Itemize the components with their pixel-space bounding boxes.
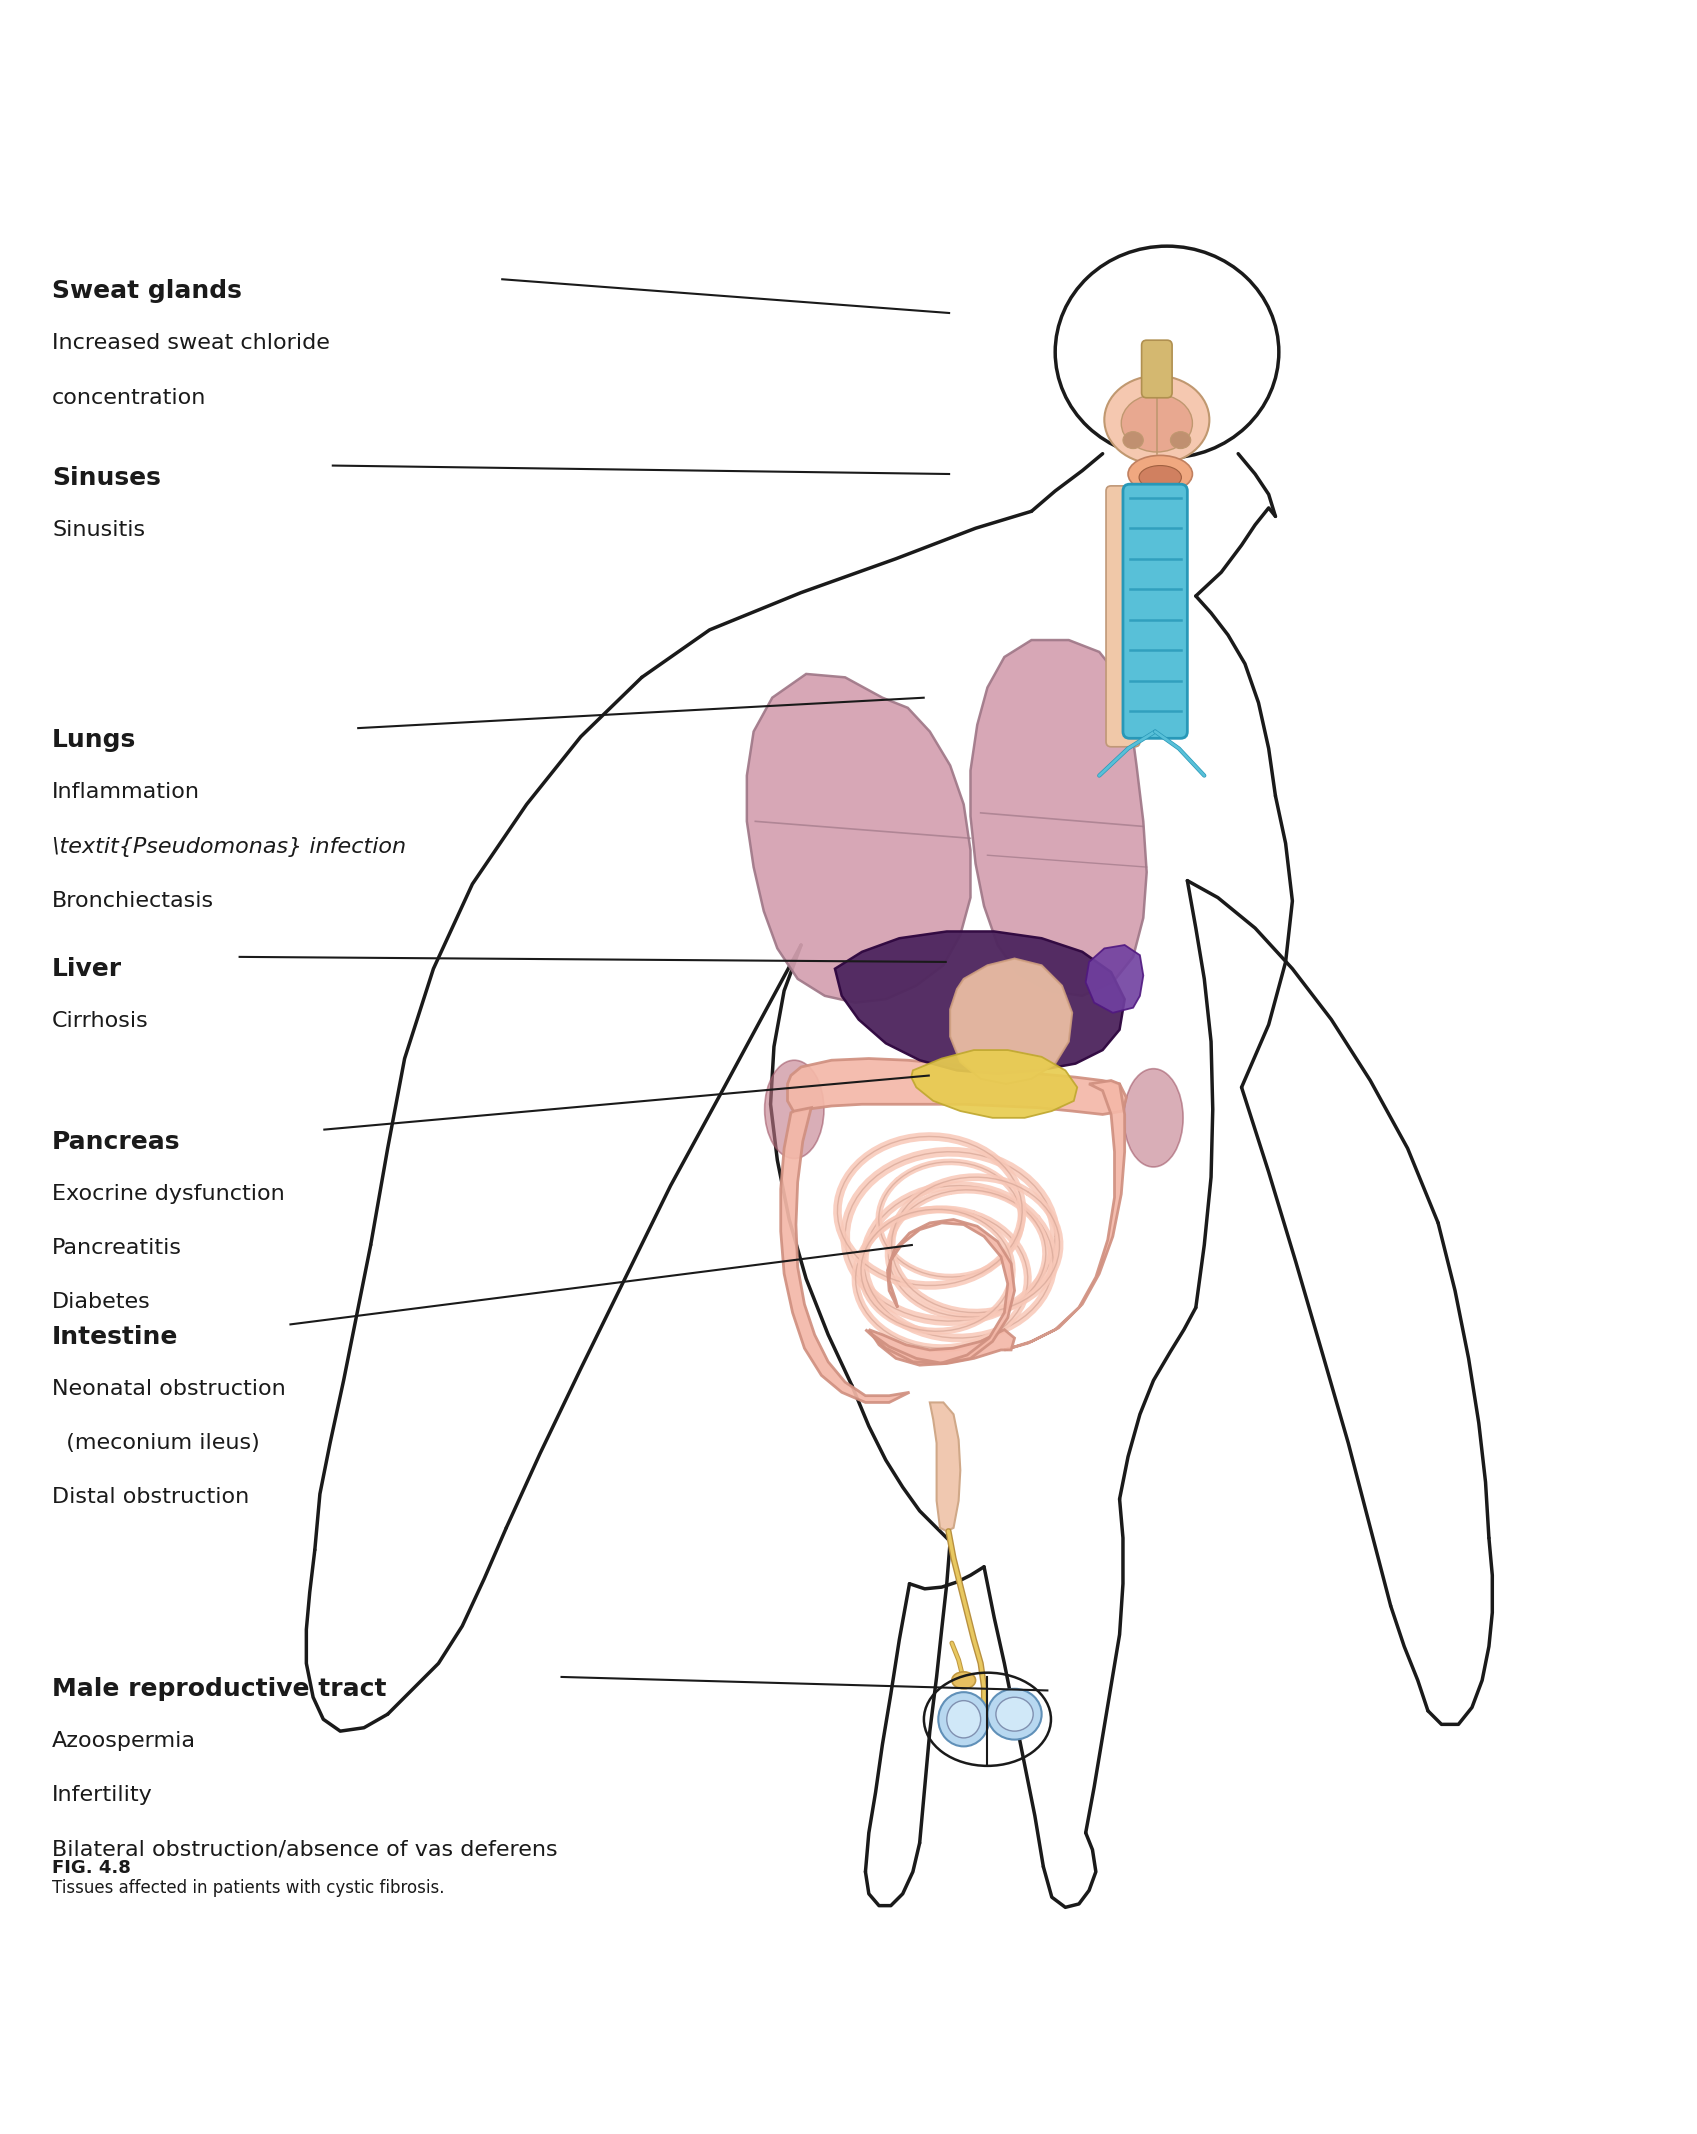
Text: Pancreatitis: Pancreatitis bbox=[53, 1238, 182, 1259]
Text: Tissues affected in patients with cystic fibrosis.: Tissues affected in patients with cystic… bbox=[53, 1880, 445, 1897]
Polygon shape bbox=[930, 1402, 961, 1532]
Ellipse shape bbox=[988, 1688, 1042, 1739]
Text: Sinusitis: Sinusitis bbox=[53, 521, 146, 540]
FancyBboxPatch shape bbox=[1142, 339, 1173, 397]
Polygon shape bbox=[1086, 945, 1144, 1014]
Text: Neonatal obstruction: Neonatal obstruction bbox=[53, 1379, 287, 1398]
Text: Cirrhosis: Cirrhosis bbox=[53, 1012, 149, 1031]
Text: Sinuses: Sinuses bbox=[53, 465, 161, 489]
Ellipse shape bbox=[1105, 376, 1210, 463]
Ellipse shape bbox=[947, 1701, 981, 1737]
Text: Azoospermia: Azoospermia bbox=[53, 1731, 197, 1752]
Polygon shape bbox=[781, 1108, 910, 1402]
Ellipse shape bbox=[1171, 431, 1191, 448]
Ellipse shape bbox=[1123, 431, 1144, 448]
Text: \textit{Pseudomonas} infection: \textit{Pseudomonas} infection bbox=[53, 837, 406, 856]
Polygon shape bbox=[911, 1050, 1078, 1118]
Ellipse shape bbox=[996, 1697, 1033, 1731]
FancyBboxPatch shape bbox=[1123, 484, 1188, 738]
Text: (meconium ileus): (meconium ileus) bbox=[53, 1432, 260, 1453]
Ellipse shape bbox=[1129, 455, 1193, 493]
Polygon shape bbox=[835, 930, 1125, 1073]
Polygon shape bbox=[869, 1329, 1015, 1366]
Text: Bronchiectasis: Bronchiectasis bbox=[53, 890, 214, 911]
Text: Increased sweat chloride: Increased sweat chloride bbox=[53, 333, 331, 354]
Text: Inflammation: Inflammation bbox=[53, 783, 200, 802]
Text: Bilateral obstruction/absence of vas deferens: Bilateral obstruction/absence of vas def… bbox=[53, 1840, 558, 1859]
Text: Distal obstruction: Distal obstruction bbox=[53, 1487, 249, 1507]
Ellipse shape bbox=[1123, 1069, 1183, 1167]
Ellipse shape bbox=[952, 1671, 976, 1688]
Text: Liver: Liver bbox=[53, 956, 122, 982]
Text: Exocrine dysfunction: Exocrine dysfunction bbox=[53, 1184, 285, 1204]
Polygon shape bbox=[865, 1219, 1015, 1364]
Ellipse shape bbox=[765, 1061, 825, 1159]
Text: Intestine: Intestine bbox=[53, 1325, 178, 1349]
Polygon shape bbox=[950, 958, 1073, 1084]
Text: Lungs: Lungs bbox=[53, 728, 136, 751]
Polygon shape bbox=[787, 1058, 1127, 1114]
Text: concentration: concentration bbox=[53, 388, 207, 408]
FancyBboxPatch shape bbox=[1106, 487, 1140, 747]
Text: Sweat glands: Sweat glands bbox=[53, 280, 243, 303]
Polygon shape bbox=[747, 674, 971, 1003]
Ellipse shape bbox=[938, 1692, 989, 1746]
Text: Infertility: Infertility bbox=[53, 1786, 153, 1805]
Ellipse shape bbox=[1139, 465, 1181, 489]
Text: Pancreas: Pancreas bbox=[53, 1129, 180, 1154]
Text: Male reproductive tract: Male reproductive tract bbox=[53, 1677, 387, 1701]
Polygon shape bbox=[971, 640, 1147, 997]
Text: Diabetes: Diabetes bbox=[53, 1293, 151, 1312]
Ellipse shape bbox=[1122, 395, 1193, 452]
Text: FIG. 4.8: FIG. 4.8 bbox=[53, 1859, 131, 1876]
Polygon shape bbox=[1005, 1080, 1125, 1351]
